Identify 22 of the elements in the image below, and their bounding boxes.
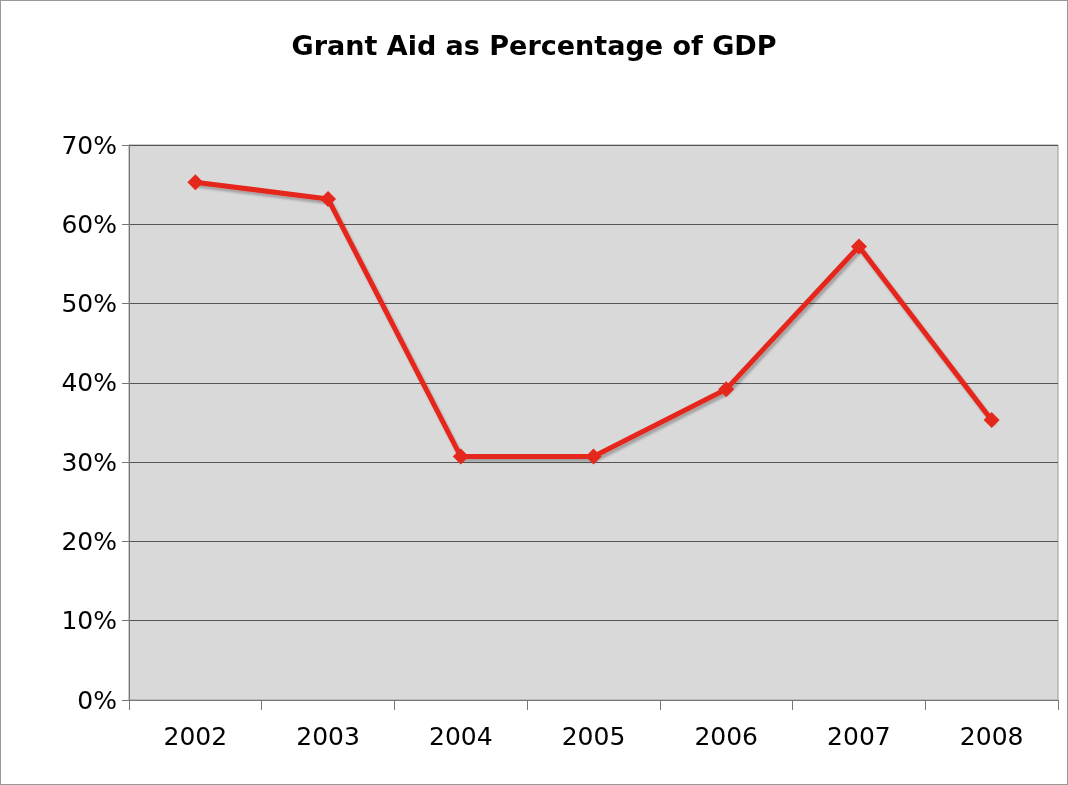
x-tick-label: 2002 — [163, 722, 228, 751]
x-tick-label: 2006 — [694, 722, 759, 751]
x-tick-label: 2003 — [296, 722, 360, 751]
y-tick-label: 50% — [61, 289, 117, 319]
point — [320, 190, 337, 207]
point — [983, 412, 1000, 429]
y-tick-label: 10% — [61, 606, 117, 636]
y-tick-label: 20% — [61, 526, 117, 556]
x-tick-label: 2004 — [428, 722, 493, 751]
x-tick-label: 2008 — [959, 722, 1024, 751]
y-tick-label: 0% — [77, 685, 117, 715]
x-tick-label: 2005 — [561, 722, 626, 751]
point — [187, 174, 204, 191]
y-tick-label: 30% — [61, 447, 117, 477]
y-tick-label: 60% — [61, 209, 117, 239]
y-tick-label: 70% — [61, 130, 117, 160]
point — [850, 238, 867, 255]
x-tick-label: 2007 — [827, 722, 891, 751]
y-tick-label: 40% — [61, 368, 117, 398]
point — [452, 448, 469, 465]
point — [718, 381, 735, 398]
chart-title: Grant Aid as Percentage of GDP — [291, 30, 777, 61]
